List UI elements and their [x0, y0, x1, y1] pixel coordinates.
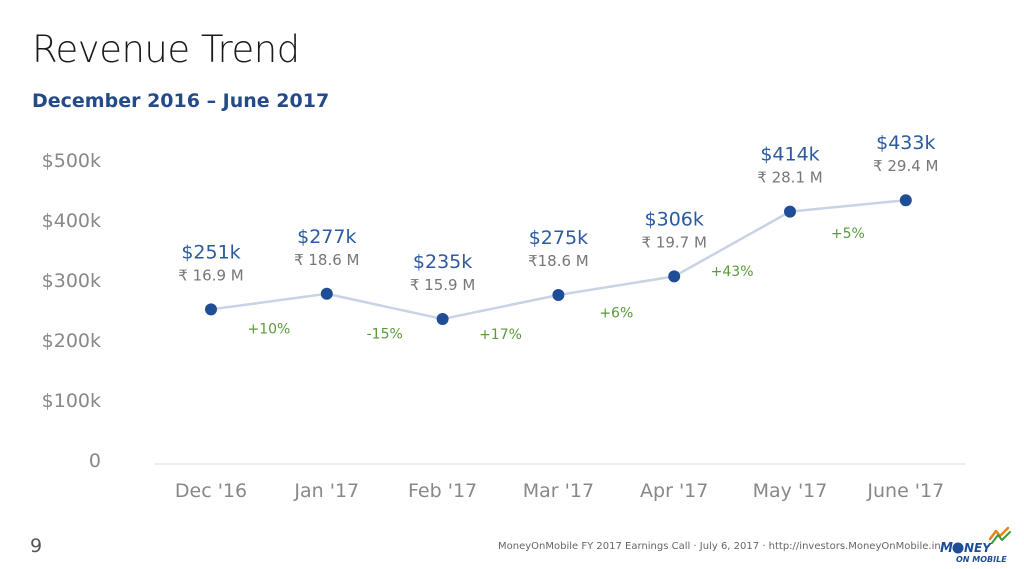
data-point [668, 270, 681, 283]
growth-label: +10% [247, 322, 290, 338]
data-point [436, 313, 449, 325]
data-point [784, 205, 796, 218]
inr-value-label: ₹ 15.9 M [410, 276, 475, 294]
usd-value-label: $306k [645, 208, 704, 230]
x-tick-label: Feb '17 [408, 480, 477, 502]
y-tick-label: $400k [42, 210, 101, 232]
data-point [552, 289, 565, 301]
page-subtitle: December 2016 – June 2017 [32, 90, 330, 112]
usd-value-label: $277k [297, 226, 356, 248]
usd-value-label: $235k [413, 251, 472, 273]
inr-value-label: ₹ 18.6 M [294, 251, 359, 269]
usd-value-label: $433k [876, 132, 935, 154]
page-number: 9 [30, 535, 43, 557]
x-tick-label: Jan '17 [293, 480, 359, 502]
growth-label: +6% [599, 306, 633, 322]
usd-value-label: $414k [760, 144, 819, 166]
x-tick-label: Mar '17 [523, 480, 594, 502]
y-tick-label: $200k [42, 330, 101, 352]
x-tick-label: June '17 [866, 480, 944, 502]
x-tick-label: Dec '16 [175, 480, 247, 502]
data-point [899, 194, 912, 207]
data-point [205, 303, 217, 316]
page-title: Revenue Trend [32, 28, 300, 71]
inr-value-label: ₹ 16.9 M [178, 266, 243, 284]
y-tick-label: $100k [42, 390, 101, 412]
inr-value-label: ₹ 28.1 M [757, 169, 822, 187]
x-tick-label: May '17 [753, 480, 828, 502]
svg-text:NEY: NEY [964, 541, 992, 555]
data-point [320, 287, 333, 300]
growth-label: +5% [831, 226, 865, 242]
svg-text:ON MOBILE: ON MOBILE [956, 555, 1007, 564]
growth-label: +17% [479, 327, 522, 343]
inr-value-label: ₹ 29.4 M [873, 157, 938, 175]
inr-value-label: ₹18.6 M [528, 252, 589, 270]
x-tick-label: Apr '17 [640, 480, 708, 502]
moneyonmobile-logo: M NEY ON MOBILE [940, 526, 1011, 564]
y-tick-label: $300k [42, 270, 101, 292]
growth-label: -15% [367, 326, 403, 342]
usd-value-label: $275k [529, 227, 588, 249]
y-tick-label: 0 [89, 450, 101, 472]
usd-value-label: $251k [181, 241, 240, 263]
svg-text:M: M [940, 541, 953, 556]
revenue-line-chart: 0 $100k $200k $300k $400k $500k Dec '16 Jan '17… [42, 132, 965, 502]
inr-value-label: ₹ 19.7 M [641, 233, 706, 251]
growth-label: +43% [711, 264, 754, 280]
y-tick-label: $500k [42, 150, 101, 172]
footer-text: MoneyOnMobile FY 2017 Earnings Call · Ju… [498, 541, 941, 552]
